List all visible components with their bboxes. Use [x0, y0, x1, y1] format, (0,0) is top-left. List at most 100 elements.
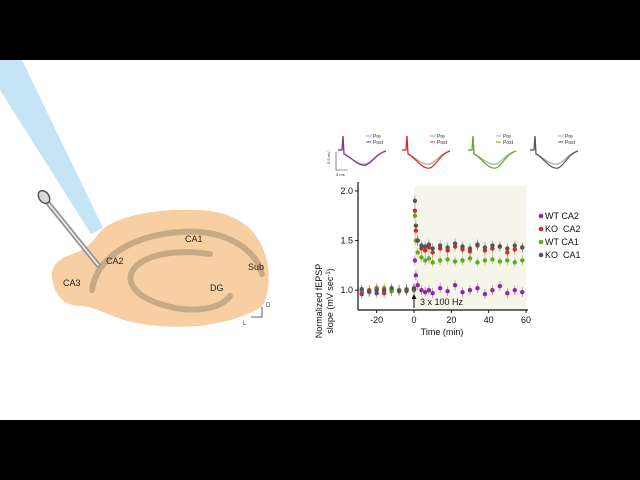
- chart-legend: WT CA2 KO CA2 WT CA1 KO CA1: [538, 211, 581, 260]
- trace-legend-pre: Pre: [373, 134, 381, 140]
- y-tick-label: 1.5: [340, 236, 353, 246]
- data-point: [467, 246, 473, 251]
- data-point: [475, 285, 480, 291]
- data-point: [419, 287, 424, 293]
- data-point: [482, 291, 488, 297]
- data-point: [460, 289, 465, 295]
- label-lateral: L: [243, 321, 247, 327]
- x-tick-label: 0: [411, 315, 416, 325]
- trace-post: [402, 135, 451, 169]
- data-point: [430, 290, 435, 296]
- data-point: [412, 213, 418, 218]
- data-point: [452, 259, 458, 264]
- data-point: [505, 246, 510, 251]
- data-point: [423, 289, 428, 295]
- data-point: [452, 283, 458, 288]
- data-point: [426, 256, 432, 261]
- legend-label: WT CA1: [545, 237, 579, 247]
- data-point: [419, 243, 424, 248]
- data-point: [411, 286, 417, 292]
- data-point: [467, 287, 473, 293]
- data-point: [460, 244, 465, 249]
- data-point: [415, 250, 420, 255]
- orientation-marker: D L: [243, 303, 271, 327]
- label-dorsal: D: [266, 303, 271, 309]
- data-point: [452, 241, 458, 246]
- data-point: [437, 258, 443, 263]
- legend-label: KO CA1: [545, 250, 581, 260]
- axis-ticks: -20 0 20 40 60 1.0 1.5 2.0: [340, 186, 531, 325]
- legend-label: WT CA2: [545, 211, 579, 221]
- data-point: [520, 289, 525, 295]
- label-dg: DG: [210, 283, 224, 293]
- data-point: [415, 238, 420, 243]
- stimulus-annotation: 3 x 100 Hz: [420, 297, 464, 307]
- data-point: [426, 242, 432, 247]
- data-point: [512, 287, 517, 293]
- scale-x-label: 5 ms: [336, 172, 345, 177]
- light-beam: [0, 60, 103, 234]
- data-point: [505, 290, 510, 296]
- data-point: [445, 245, 450, 250]
- data-point: [520, 245, 525, 250]
- trace-post: [530, 135, 579, 169]
- trace-legend-post: Post: [565, 140, 576, 146]
- data-point: [415, 283, 420, 288]
- data-point: [467, 256, 473, 261]
- trace-legend-pre: Pre: [565, 134, 573, 140]
- data-point: [512, 260, 517, 265]
- data-point: [475, 260, 480, 265]
- data-point: [497, 283, 503, 289]
- data-point: [413, 223, 419, 228]
- plot-points: [359, 195, 525, 300]
- data-point: [445, 257, 450, 262]
- data-point: [512, 243, 517, 248]
- legend-marker: [538, 252, 544, 258]
- trace-legend-pre: Pre: [503, 134, 511, 140]
- data-point: [412, 258, 418, 263]
- legend-marker: [538, 226, 544, 232]
- data-point: [374, 287, 379, 293]
- ca-pyramidal-band: [89, 228, 265, 293]
- legend-marker: [538, 213, 544, 219]
- ltp-chart: -20 0 20 40 60 1.0 1.5 2.0 3 x 100 Hz Normalize…: [314, 182, 531, 338]
- data-point: [389, 285, 394, 291]
- x-tick-label: 20: [446, 315, 456, 325]
- data-point: [423, 258, 428, 263]
- trace-legend-post: Post: [373, 140, 384, 146]
- x-tick-label: -20: [370, 315, 383, 325]
- y-axis-label-line2: slope (mV sec-1): [325, 268, 335, 333]
- data-point: [430, 246, 435, 251]
- data-point: [430, 260, 435, 265]
- electrode-handle: [37, 189, 51, 205]
- data-point: [490, 243, 495, 248]
- series-group: [359, 195, 525, 297]
- data-point: [490, 287, 495, 293]
- x-tick-label: 40: [484, 315, 494, 325]
- data-point: [359, 286, 364, 292]
- data-point: [497, 244, 503, 249]
- data-point: [505, 258, 510, 263]
- data-point: [419, 255, 424, 260]
- trace-post: [338, 135, 387, 166]
- trace-legend-post: Post: [503, 140, 514, 146]
- label-ca3: CA3: [63, 278, 81, 288]
- data-point: [426, 287, 432, 293]
- data-point: [460, 258, 465, 263]
- label-ca2: CA2: [106, 256, 124, 266]
- data-point: [475, 242, 480, 247]
- trace-post: [468, 135, 517, 169]
- x-axis-label: Time (min): [421, 327, 464, 337]
- data-point: [381, 287, 387, 293]
- y-axis-label-line1: Normalized fEPSP: [314, 264, 324, 339]
- data-point: [404, 287, 409, 293]
- data-point: [497, 259, 503, 264]
- legend-label: KO CA2: [545, 224, 581, 234]
- figure-svg: CA1 CA2 CA3 DG Sub D L PrePostPrePostPre…: [0, 60, 581, 338]
- trace-scale-bar: 0.5 mV 5 ms: [326, 151, 348, 177]
- label-ca1: CA1: [185, 234, 203, 244]
